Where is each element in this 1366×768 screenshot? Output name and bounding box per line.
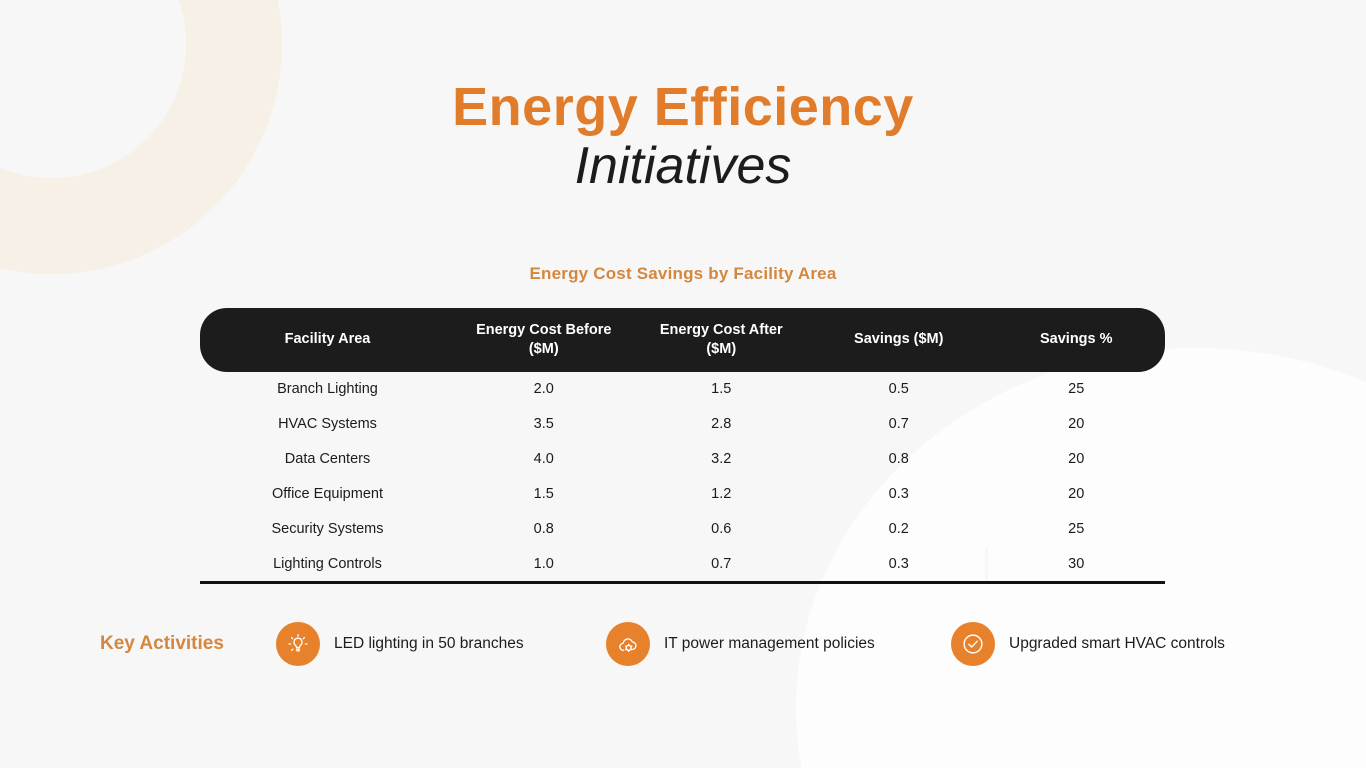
column-header-cost-after: Energy Cost After ($M) xyxy=(632,308,810,372)
cell-cost-before: 0.8 xyxy=(533,521,554,538)
cell-cost-after: 0.7 xyxy=(632,546,810,584)
cell-savings-pct: 20 xyxy=(1068,451,1085,468)
page-title: Energy Efficiency Initiatives xyxy=(0,78,1366,196)
column-header-cost-before: Energy Cost Before ($M) xyxy=(455,308,633,372)
cell-cost-before: 4.0 xyxy=(533,451,554,468)
cell-cost-after: 3.2 xyxy=(711,451,732,468)
cell-savings-m: 0.3 xyxy=(810,546,988,584)
column-header-line2: ($M) xyxy=(528,340,559,357)
column-header-line1: Energy Cost Before xyxy=(476,322,612,338)
table-header-row: Facility Area Energy Cost Before ($M) En… xyxy=(200,308,1165,372)
cell-savings-pct: 25 xyxy=(1068,521,1085,538)
key-activities-label: Key Activities xyxy=(100,633,224,654)
cell-savings-m: 0.3 xyxy=(888,486,909,503)
cell-facility-area: Data Centers xyxy=(284,451,371,468)
cell-cost-after: 2.8 xyxy=(711,416,732,433)
cell-facility-area: Lighting Controls xyxy=(200,546,455,584)
cell-facility-area: HVAC Systems xyxy=(278,416,377,433)
cell-facility-area: Office Equipment xyxy=(272,486,383,503)
table-row: Office Equipment 1.5 1.2 0.3 20 xyxy=(200,477,1165,512)
table-header: Facility Area Energy Cost Before ($M) En… xyxy=(200,308,1165,372)
cell-cost-before: 3.5 xyxy=(533,416,554,433)
page-title-line1: Energy Efficiency xyxy=(452,77,914,137)
cell-cost-after: 0.6 xyxy=(711,521,732,538)
column-header-line1: Facility Area xyxy=(284,331,371,348)
key-activity-text-2: IT power management policies xyxy=(664,635,875,652)
page-title-line2: Initiatives xyxy=(574,137,792,196)
cell-facility-area: Security Systems xyxy=(271,521,384,538)
key-activity-text-1: LED lighting in 50 branches xyxy=(334,635,524,652)
table-row: Lighting Controls 1.0 0.7 0.3 30 xyxy=(200,546,1165,584)
table-row: HVAC Systems 3.5 2.8 0.7 20 xyxy=(200,407,1165,442)
cell-cost-after: 1.2 xyxy=(711,486,732,503)
cell-savings-m: 0.5 xyxy=(888,381,909,398)
cell-savings-pct: 20 xyxy=(1068,416,1085,433)
cell-savings-pct: 20 xyxy=(1068,486,1085,503)
energy-savings-table-container: Facility Area Energy Cost Before ($M) En… xyxy=(200,308,1165,584)
cell-savings-m: 0.2 xyxy=(888,521,909,538)
column-header-line1: Savings ($M) xyxy=(854,331,944,348)
cell-cost-after: 1.5 xyxy=(711,381,732,398)
column-header-savings-m: Savings ($M) xyxy=(810,308,988,372)
column-header-facility-area: Facility Area xyxy=(200,308,455,372)
cell-cost-before: 2.0 xyxy=(533,381,554,398)
table-caption: Energy Cost Savings by Facility Area xyxy=(529,264,837,283)
cloud-gear-icon xyxy=(606,622,650,666)
cell-savings-m: 0.8 xyxy=(888,451,909,468)
table-row: Security Systems 0.8 0.6 0.2 25 xyxy=(200,512,1165,547)
check-circle-icon xyxy=(951,622,995,666)
cell-savings-pct: 30 xyxy=(987,546,1165,584)
table-body: Branch Lighting 2.0 1.5 0.5 25 HVAC Syst… xyxy=(200,372,1165,584)
key-activity-item-1: LED lighting in 50 branches xyxy=(276,622,606,666)
column-header-savings-pct: Savings % xyxy=(987,308,1165,372)
key-activities-section: Key Activities LED lighting in 50 branch… xyxy=(100,622,1300,666)
column-header-line1: Energy Cost After xyxy=(659,322,783,338)
cell-savings-m: 0.7 xyxy=(888,416,909,433)
key-activity-item-3: Upgraded smart HVAC controls xyxy=(951,622,1291,666)
table-row: Data Centers 4.0 3.2 0.8 20 xyxy=(200,442,1165,477)
key-activity-text-3: Upgraded smart HVAC controls xyxy=(1009,635,1225,652)
cell-cost-before: 1.5 xyxy=(533,486,554,503)
cell-cost-before: 1.0 xyxy=(455,546,633,584)
cell-savings-pct: 25 xyxy=(1068,381,1085,398)
energy-savings-table: Facility Area Energy Cost Before ($M) En… xyxy=(200,308,1165,584)
lightbulb-icon xyxy=(276,622,320,666)
column-header-line2: ($M) xyxy=(706,340,737,357)
key-activity-item-2: IT power management policies xyxy=(606,622,951,666)
cell-facility-area: Branch Lighting xyxy=(277,381,378,398)
column-header-line1: Savings % xyxy=(1039,331,1113,348)
table-row: Branch Lighting 2.0 1.5 0.5 25 xyxy=(200,372,1165,407)
